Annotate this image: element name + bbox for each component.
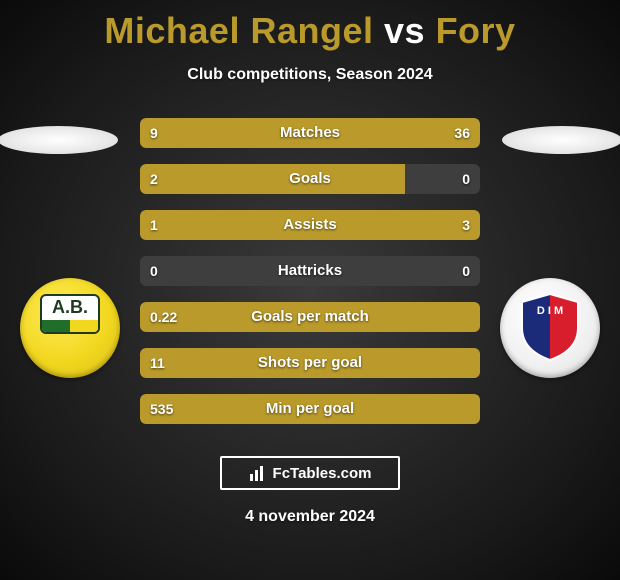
- player1-name: Michael Rangel: [104, 10, 373, 51]
- stat-row: 20Goals: [140, 164, 480, 194]
- comparison-stage: A.B. D I M 936Matches20Goals13Assists00H…: [0, 108, 620, 438]
- stat-label: Hattricks: [140, 256, 480, 286]
- brand-text: FcTables.com: [273, 465, 372, 482]
- player2-name: Fory: [436, 10, 516, 51]
- stat-row: 13Assists: [140, 210, 480, 240]
- stat-row: 11Shots per goal: [140, 348, 480, 378]
- stat-seg-left: [140, 210, 225, 240]
- stat-row: 0.22Goals per match: [140, 302, 480, 332]
- stat-seg-right: [208, 118, 480, 148]
- page-title: Michael Rangel vs Fory: [0, 0, 620, 52]
- stat-row: 535Min per goal: [140, 394, 480, 424]
- stat-bars: 936Matches20Goals13Assists00Hattricks0.2…: [140, 118, 480, 440]
- crest-left-bar: [42, 320, 98, 332]
- stat-seg-left: [140, 118, 208, 148]
- stat-seg-left: [140, 164, 405, 194]
- stat-row: 0 0Hattricks: [140, 256, 480, 286]
- stat-value-right: 0: [462, 256, 470, 286]
- svg-text:D I M: D I M: [537, 305, 563, 317]
- spotlight-disc-left: [0, 126, 118, 154]
- date-text: 4 november 2024: [0, 508, 620, 526]
- stat-value-right: 0: [462, 164, 470, 194]
- brand-chart-icon: [249, 464, 267, 482]
- stat-value-left: 0: [150, 256, 158, 286]
- crest-left-initials: A.B.: [42, 296, 98, 318]
- spotlight-disc-right: [502, 126, 620, 154]
- stat-seg-left: [140, 348, 480, 378]
- stat-row: 936Matches: [140, 118, 480, 148]
- club-crest-left: A.B.: [20, 278, 120, 378]
- vs-text: vs: [384, 10, 425, 51]
- stat-seg-left: [140, 302, 480, 332]
- brand-box: FcTables.com: [220, 456, 400, 490]
- stat-seg-left: [140, 394, 480, 424]
- club-crest-right: D I M: [500, 278, 600, 378]
- crest-left-badge: A.B.: [40, 294, 100, 334]
- stat-seg-right: [225, 210, 480, 240]
- subtitle: Club competitions, Season 2024: [0, 66, 620, 84]
- crest-right-shield-icon: D I M: [518, 292, 582, 362]
